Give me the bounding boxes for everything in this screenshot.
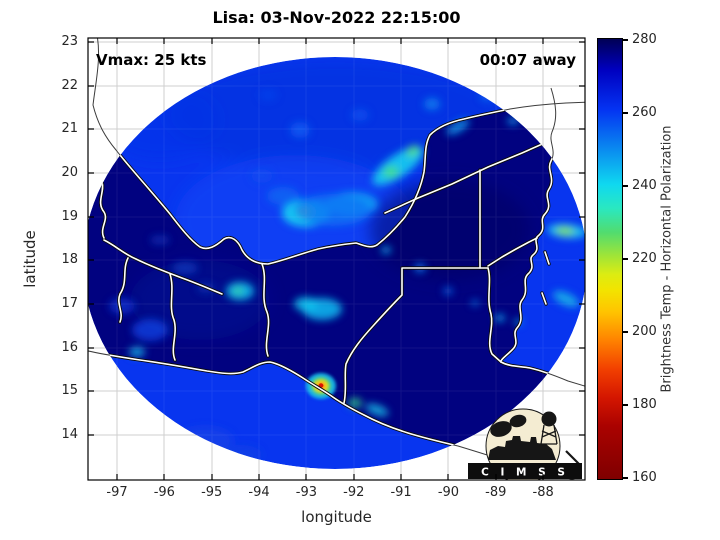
y-axis-tick-label: 18 xyxy=(61,252,78,268)
y-axis-tick-label: 20 xyxy=(61,165,78,180)
colorbar-label: Brightness Temp - Horizontal Polarizatio… xyxy=(659,125,675,393)
y-axis-label: latitude xyxy=(21,230,39,288)
y-axis-tick-label: 23 xyxy=(61,34,78,49)
page-title: Lisa: 03-Nov-2022 22:15:00 xyxy=(212,8,461,27)
land-texture xyxy=(130,180,530,340)
x-axis-tick-label: -91 xyxy=(390,485,412,500)
x-axis-tick-label: -96 xyxy=(153,485,175,500)
y-axis-tick-label: 14 xyxy=(61,427,78,443)
y-axis-tick-label: 16 xyxy=(61,339,78,355)
x-axis-label: longitude xyxy=(301,508,372,526)
eta-annotation: 00:07 away xyxy=(479,51,576,69)
colorbar-tick-label: 260 xyxy=(623,105,657,120)
x-axis-tick-label: -93 xyxy=(295,485,317,500)
x-axis-tick-label: -97 xyxy=(106,485,128,500)
plot-border xyxy=(87,37,586,481)
land-fill xyxy=(88,57,585,469)
vmax-annotation: Vmax: 25 kts xyxy=(96,51,207,69)
y-axis-tick-label: 15 xyxy=(61,383,78,399)
colorbar-tick-label: 280 xyxy=(623,32,657,47)
x-axis-tick-label: -95 xyxy=(201,485,223,500)
colorbar-tick-label: 180 xyxy=(623,397,657,412)
y-axis-tick-label: 22 xyxy=(61,77,78,93)
colorbar-tick-label: 240 xyxy=(623,178,657,193)
y-axis-tick-label: 19 xyxy=(61,208,78,224)
y-axis-tick-label: 17 xyxy=(61,296,78,312)
axis-ticks xyxy=(88,38,585,480)
colorbar-tick-label: 160 xyxy=(623,470,657,485)
colorbar-tick-label: 220 xyxy=(623,251,657,266)
y-axis-tick-label: 21 xyxy=(61,121,78,137)
x-axis-tick-label: -92 xyxy=(343,485,365,500)
cimss-banner-text: C I M S S xyxy=(481,467,569,479)
colorbar-tick-label: 200 xyxy=(623,324,657,339)
x-axis-tick-label: -90 xyxy=(437,485,460,500)
gridlines-over-swath xyxy=(88,57,585,469)
x-axis-tick-label: -88 xyxy=(532,485,554,500)
colorbar-gradient xyxy=(597,38,623,480)
convective-features xyxy=(97,89,585,465)
cimss-logo: C I M S S xyxy=(468,408,582,480)
x-axis-tick-label: -89 xyxy=(485,485,507,500)
x-axis-tick-label: -94 xyxy=(248,485,270,500)
